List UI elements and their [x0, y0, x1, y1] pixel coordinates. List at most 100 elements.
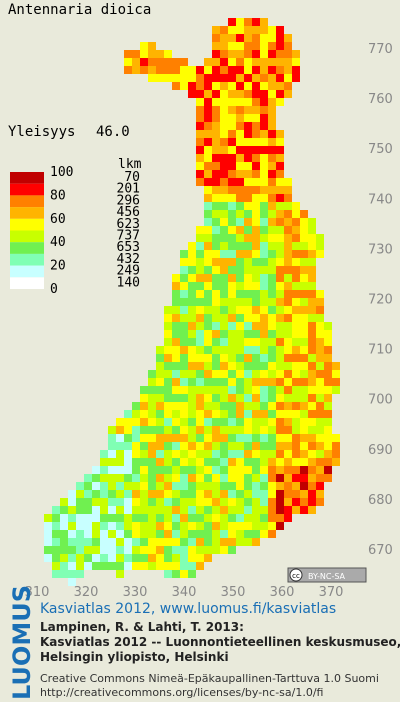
map-cell	[260, 250, 268, 258]
map-cell	[124, 530, 132, 538]
map-cell	[188, 402, 196, 410]
map-cell	[244, 538, 252, 546]
map-cell	[260, 138, 268, 146]
map-cell	[276, 154, 284, 162]
map-cell	[220, 42, 228, 50]
map-cell	[284, 386, 292, 394]
map-cell	[228, 26, 236, 34]
map-cell	[92, 522, 100, 530]
map-cell	[292, 298, 300, 306]
map-cell	[212, 394, 220, 402]
map-cell	[156, 66, 164, 74]
map-cell	[228, 474, 236, 482]
map-cell	[188, 250, 196, 258]
map-cell	[196, 362, 204, 370]
map-cell	[188, 322, 196, 330]
map-cell	[228, 418, 236, 426]
map-cell	[212, 274, 220, 282]
map-cell	[68, 562, 76, 570]
map-cell	[284, 282, 292, 290]
map-cell	[204, 170, 212, 178]
map-cell	[332, 442, 340, 450]
map-cell	[252, 90, 260, 98]
map-cell	[124, 426, 132, 434]
map-cell	[156, 370, 164, 378]
map-cell	[124, 418, 132, 426]
map-cell	[244, 490, 252, 498]
license-url[interactable]: http://creativecommons.org/licenses/by-n…	[40, 686, 323, 699]
map-cell	[156, 442, 164, 450]
map-cell	[260, 42, 268, 50]
map-cell	[204, 202, 212, 210]
map-cell	[268, 50, 276, 58]
map-cell	[220, 306, 228, 314]
legend-count: 140	[117, 275, 140, 290]
map-cell	[180, 434, 188, 442]
map-cell	[300, 362, 308, 370]
map-cell	[204, 186, 212, 194]
map-cell	[180, 282, 188, 290]
map-cell	[292, 74, 300, 82]
map-cell	[196, 250, 204, 258]
map-cell	[116, 418, 124, 426]
map-cell	[108, 434, 116, 442]
map-cell	[116, 474, 124, 482]
map-cell	[180, 74, 188, 82]
map-cell	[292, 386, 300, 394]
map-cell	[188, 314, 196, 322]
map-cell	[260, 490, 268, 498]
map-cell	[268, 130, 276, 138]
map-cell	[156, 418, 164, 426]
map-cell	[188, 362, 196, 370]
map-cell	[276, 290, 284, 298]
map-cell	[188, 530, 196, 538]
map-cell	[284, 274, 292, 282]
map-cell	[260, 410, 268, 418]
map-cell	[204, 234, 212, 242]
map-cell	[236, 434, 244, 442]
map-cell	[220, 514, 228, 522]
map-cell	[100, 482, 108, 490]
citation-line: Kasviatlas 2012 -- Luonnontieteellinen k…	[40, 635, 400, 649]
map-cell	[180, 474, 188, 482]
map-cell	[252, 42, 260, 50]
map-cell	[140, 426, 148, 434]
map-cell	[124, 546, 132, 554]
map-cell	[276, 34, 284, 42]
map-cell	[292, 362, 300, 370]
map-cell	[276, 354, 284, 362]
map-cell	[164, 330, 172, 338]
map-cell	[252, 474, 260, 482]
map-cell	[228, 530, 236, 538]
map-cell	[180, 298, 188, 306]
map-cell	[188, 410, 196, 418]
map-cell	[196, 274, 204, 282]
map-cell	[268, 218, 276, 226]
map-cell	[324, 386, 332, 394]
map-cell	[228, 546, 236, 554]
map-cell	[172, 410, 180, 418]
map-cell	[180, 522, 188, 530]
map-cell	[260, 258, 268, 266]
map-cell	[252, 146, 260, 154]
atlas-link[interactable]: Kasviatlas 2012, www.luomus.fi/kasviatla…	[40, 601, 336, 617]
map-cell	[260, 26, 268, 34]
map-cell	[244, 346, 252, 354]
north-label: 670	[368, 543, 393, 558]
map-cell	[236, 82, 244, 90]
map-cell	[260, 338, 268, 346]
map-cell	[188, 482, 196, 490]
map-cell	[172, 538, 180, 546]
map-cell	[308, 394, 316, 402]
east-label: 310	[25, 585, 50, 600]
map-cell	[164, 482, 172, 490]
legend-scale-label: 80	[50, 188, 66, 203]
map-cell	[156, 450, 164, 458]
map-cell	[228, 442, 236, 450]
map-cell	[68, 538, 76, 546]
map-cell	[244, 386, 252, 394]
map-cell	[164, 458, 172, 466]
map-cell	[156, 410, 164, 418]
map-cell	[220, 474, 228, 482]
map-cell	[140, 506, 148, 514]
